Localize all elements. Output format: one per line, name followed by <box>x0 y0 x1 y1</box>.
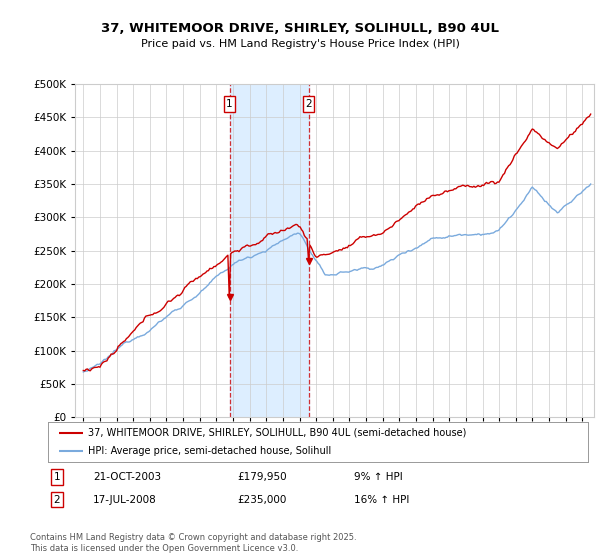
Text: 17-JUL-2008: 17-JUL-2008 <box>93 494 157 505</box>
Text: Contains HM Land Registry data © Crown copyright and database right 2025.
This d: Contains HM Land Registry data © Crown c… <box>30 533 356 553</box>
Text: 21-OCT-2003: 21-OCT-2003 <box>93 472 161 482</box>
Text: Price paid vs. HM Land Registry's House Price Index (HPI): Price paid vs. HM Land Registry's House … <box>140 39 460 49</box>
Text: £179,950: £179,950 <box>237 472 287 482</box>
Text: 1: 1 <box>226 99 233 109</box>
Bar <box>230 84 308 417</box>
Text: 9% ↑ HPI: 9% ↑ HPI <box>354 472 403 482</box>
Text: 37, WHITEMOOR DRIVE, SHIRLEY, SOLIHULL, B90 4UL: 37, WHITEMOOR DRIVE, SHIRLEY, SOLIHULL, … <box>101 22 499 35</box>
Text: 2: 2 <box>305 99 312 109</box>
Text: 37, WHITEMOOR DRIVE, SHIRLEY, SOLIHULL, B90 4UL (semi-detached house): 37, WHITEMOOR DRIVE, SHIRLEY, SOLIHULL, … <box>89 428 467 437</box>
Text: 1: 1 <box>53 472 61 482</box>
Text: 2: 2 <box>53 494 61 505</box>
Text: 16% ↑ HPI: 16% ↑ HPI <box>354 494 409 505</box>
Text: HPI: Average price, semi-detached house, Solihull: HPI: Average price, semi-detached house,… <box>89 446 332 456</box>
Text: £235,000: £235,000 <box>237 494 286 505</box>
